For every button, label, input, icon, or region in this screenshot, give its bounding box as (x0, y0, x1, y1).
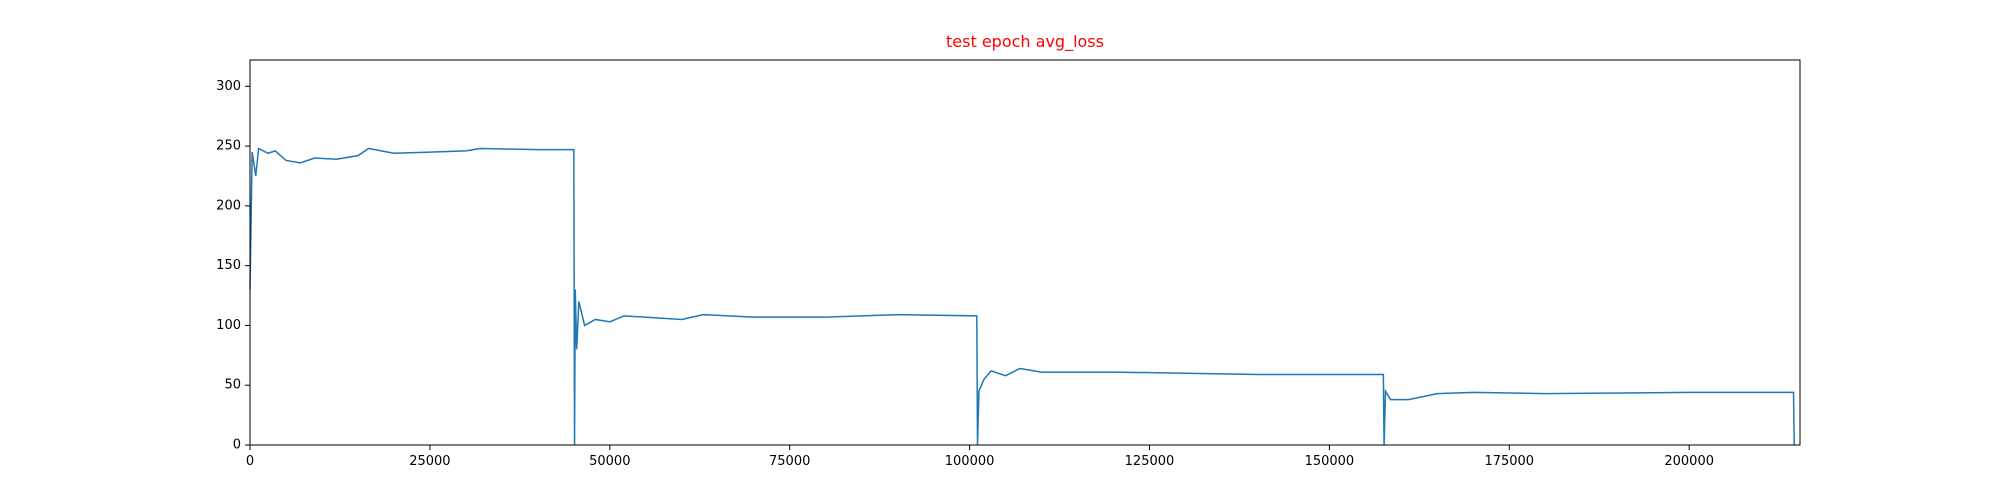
plot-frame (249, 59, 1801, 446)
y-tick-label: 50 (224, 378, 241, 393)
x-tick-label: 150000 (1305, 454, 1355, 469)
x-tick-label: 50000 (589, 454, 630, 469)
x-tick-label: 200000 (1664, 454, 1714, 469)
y-tick-label: 100 (216, 318, 241, 333)
y-tick-label: 200 (216, 198, 241, 213)
y-tick-label: 250 (216, 139, 241, 154)
y-tick-label: 300 (216, 79, 241, 94)
y-tick-label: 150 (216, 258, 241, 273)
x-tick-label: 75000 (769, 454, 810, 469)
x-tick-label: 175000 (1484, 454, 1534, 469)
x-tick-label: 25000 (409, 454, 450, 469)
x-tick-label: 100000 (945, 454, 995, 469)
data-line (249, 147, 1795, 446)
chart-title: test epoch avg_loss (946, 32, 1104, 52)
y-tick-label: 0 (233, 438, 241, 453)
x-tick-label: 0 (246, 454, 254, 469)
x-tick-label: 125000 (1125, 454, 1175, 469)
